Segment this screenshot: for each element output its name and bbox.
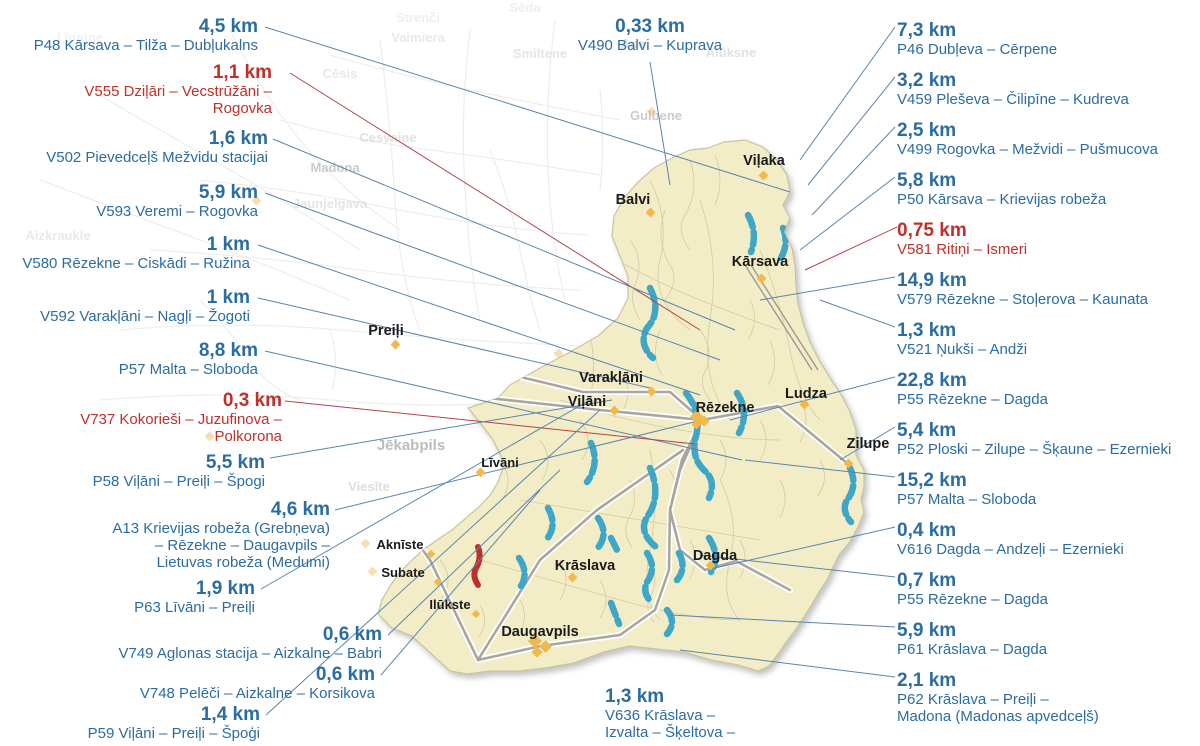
svg-text:Ludza: Ludza — [785, 386, 828, 402]
svg-text:Strenči: Strenči — [396, 10, 440, 25]
svg-text:Jēkabpils: Jēkabpils — [377, 437, 445, 454]
svg-text:Viļāni: Viļāni — [568, 394, 606, 410]
svg-text:Ilūkste: Ilūkste — [429, 597, 470, 612]
svg-text:Kārsava: Kārsava — [732, 254, 789, 270]
svg-text:Madona: Madona — [310, 160, 360, 175]
svg-text:Daugavpils: Daugavpils — [501, 624, 578, 640]
svg-text:Preiļi: Preiļi — [368, 323, 403, 339]
svg-text:Viesīte: Viesīte — [348, 479, 390, 494]
svg-text:Cēsis: Cēsis — [323, 66, 358, 81]
svg-text:Smiltene: Smiltene — [513, 46, 567, 61]
svg-text:Līvāni: Līvāni — [481, 455, 519, 470]
svg-text:Varakļāni: Varakļāni — [579, 370, 643, 386]
svg-text:Subate: Subate — [381, 565, 424, 580]
svg-text:Jaunjelgava: Jaunjelgava — [293, 196, 368, 211]
svg-text:Zilupe: Zilupe — [847, 436, 890, 452]
svg-text:Dagda: Dagda — [693, 548, 738, 564]
svg-text:Cesvaine: Cesvaine — [359, 130, 416, 145]
svg-text:Viļaka: Viļaka — [743, 153, 786, 169]
svg-text:Krāslava: Krāslava — [555, 558, 616, 574]
svg-text:Rēzekne: Rēzekne — [696, 400, 755, 416]
svg-text:Balvi: Balvi — [616, 192, 651, 208]
svg-text:Sēda: Sēda — [509, 0, 541, 15]
svg-text:Vaimiera: Vaimiera — [391, 30, 445, 45]
svg-text:Aknīste: Aknīste — [377, 537, 424, 552]
svg-text:Gulbene: Gulbene — [630, 108, 682, 123]
